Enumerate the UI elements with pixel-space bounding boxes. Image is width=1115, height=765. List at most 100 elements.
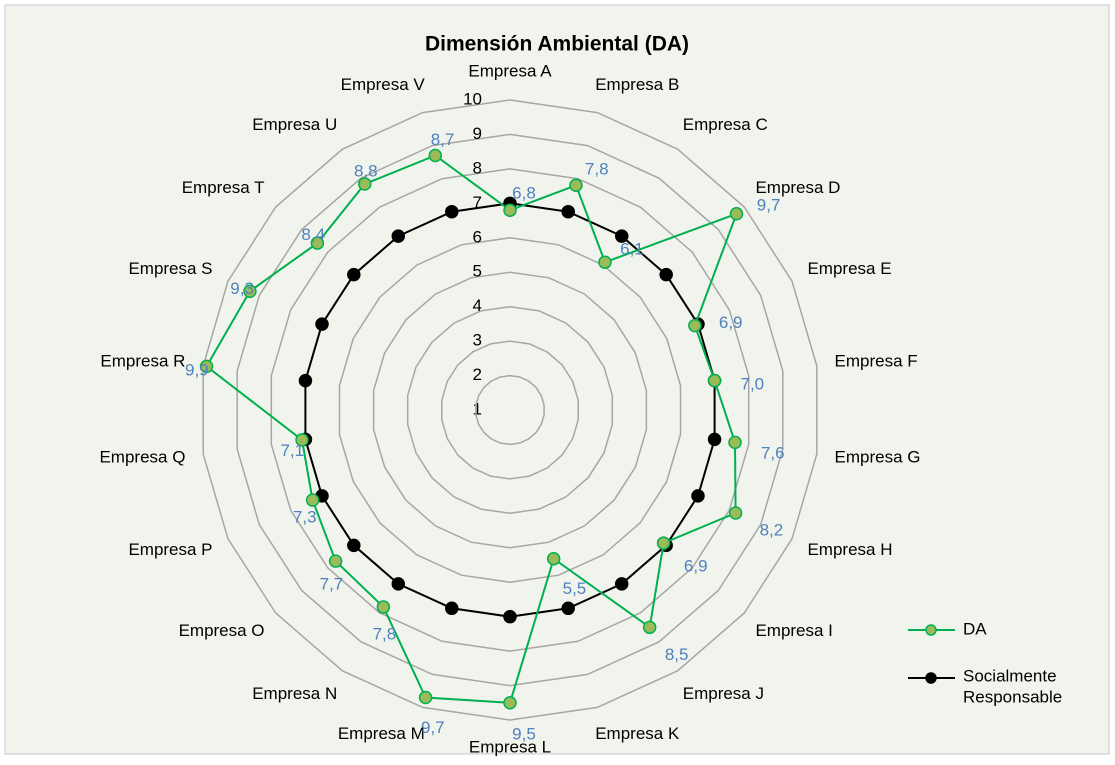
marker (310, 236, 325, 250)
marker (503, 203, 517, 217)
data-label: 5,5 (563, 579, 587, 598)
grid-ring (372, 271, 648, 549)
category-label: Empresa T (182, 178, 265, 197)
r-tick-label: 10 (463, 89, 482, 108)
grid-ring (406, 305, 614, 515)
marker (614, 577, 629, 591)
category-label: Empresa H (807, 540, 892, 559)
r-tick-label: 5 (473, 262, 482, 281)
category-label: Empresa K (595, 724, 680, 743)
r-tick-label: 2 (473, 365, 482, 384)
marker (243, 284, 257, 298)
chart-title: Dimensión Ambiental (DA) (425, 33, 689, 56)
marker (503, 696, 517, 710)
grid-ring (338, 237, 682, 583)
data-label: 9,3 (230, 279, 254, 298)
data-label: 7,3 (293, 508, 317, 527)
data-label: 6,9 (684, 556, 708, 575)
marker (357, 177, 372, 191)
marker (642, 620, 657, 635)
marker (376, 600, 391, 614)
category-label: Empresa L (469, 737, 551, 756)
legend-label: Socialmente Responsable (963, 667, 1062, 707)
r-tick-label: 4 (473, 296, 482, 315)
data-label: 8,2 (760, 520, 784, 539)
category-label: Empresa V (341, 75, 426, 94)
category-label: Empresa S (128, 259, 212, 278)
category-label: Empresa E (807, 259, 891, 278)
category-label: Empresa O (179, 621, 265, 640)
marker (707, 373, 722, 388)
grid-ring (441, 340, 579, 480)
marker (546, 551, 561, 566)
marker (707, 432, 722, 447)
category-label: Empresa R (100, 351, 185, 370)
r-tick-label: 1 (473, 399, 482, 418)
marker (614, 229, 629, 243)
category-label: Empresa M (338, 724, 425, 743)
r-tick-label: 3 (473, 331, 482, 350)
category-label: Empresa N (252, 684, 337, 703)
category-label: Empresa G (835, 448, 921, 467)
marker (347, 538, 361, 553)
data-label: 7,8 (585, 160, 609, 179)
marker (428, 148, 443, 163)
marker (391, 229, 406, 243)
legend-label: DA (963, 619, 987, 638)
category-label: Empresa Q (99, 448, 185, 467)
marker (691, 489, 705, 503)
marker (728, 435, 742, 450)
data-label: 7,8 (373, 625, 397, 644)
marker (569, 178, 583, 193)
r-tick-label: 8 (473, 158, 482, 177)
data-label: 9,7 (757, 196, 781, 215)
marker (598, 255, 612, 269)
category-label: Empresa B (595, 75, 679, 94)
marker (503, 609, 517, 624)
data-label: 6,8 (512, 184, 536, 203)
r-tick-label: 7 (473, 193, 482, 212)
category-label: Empresa I (755, 621, 832, 640)
marker (328, 554, 343, 568)
category-label: Empresa P (128, 540, 212, 559)
marker (728, 506, 743, 520)
marker (561, 204, 575, 219)
grid-ring (270, 168, 750, 652)
data-label: 6,9 (719, 313, 743, 332)
data-label: 8,5 (665, 645, 689, 664)
data-label: 8,4 (301, 225, 325, 244)
category-label: Empresa D (755, 178, 840, 197)
category-label: Empresa J (683, 684, 764, 703)
data-label: 7,7 (320, 574, 344, 593)
data-label: 8,8 (354, 161, 378, 180)
category-label: Empresa C (683, 115, 768, 134)
marker (561, 601, 575, 616)
grid-ring (475, 374, 545, 446)
grid-ring (202, 99, 818, 721)
marker (688, 318, 702, 333)
category-label: Empresa U (252, 115, 337, 134)
marker (298, 373, 313, 388)
marker (315, 317, 329, 331)
data-label: 9,7 (421, 718, 445, 737)
data-label: 9,9 (185, 360, 209, 379)
chart-area (4, 4, 1110, 755)
data-label: 7,0 (740, 375, 764, 394)
data-label: 9,5 (512, 724, 536, 743)
marker (659, 267, 673, 282)
marker (418, 690, 433, 705)
category-label: Empresa A (468, 61, 552, 80)
marker (729, 207, 744, 221)
marker (295, 433, 309, 447)
legend-marker (925, 672, 937, 684)
marker (347, 267, 361, 282)
marker (445, 204, 459, 219)
r-tick-label: 9 (473, 124, 482, 143)
legend-marker (925, 624, 937, 636)
marker (199, 359, 214, 374)
data-label: 8,7 (431, 130, 455, 149)
data-label: 6,1 (620, 240, 644, 259)
marker (305, 493, 320, 507)
